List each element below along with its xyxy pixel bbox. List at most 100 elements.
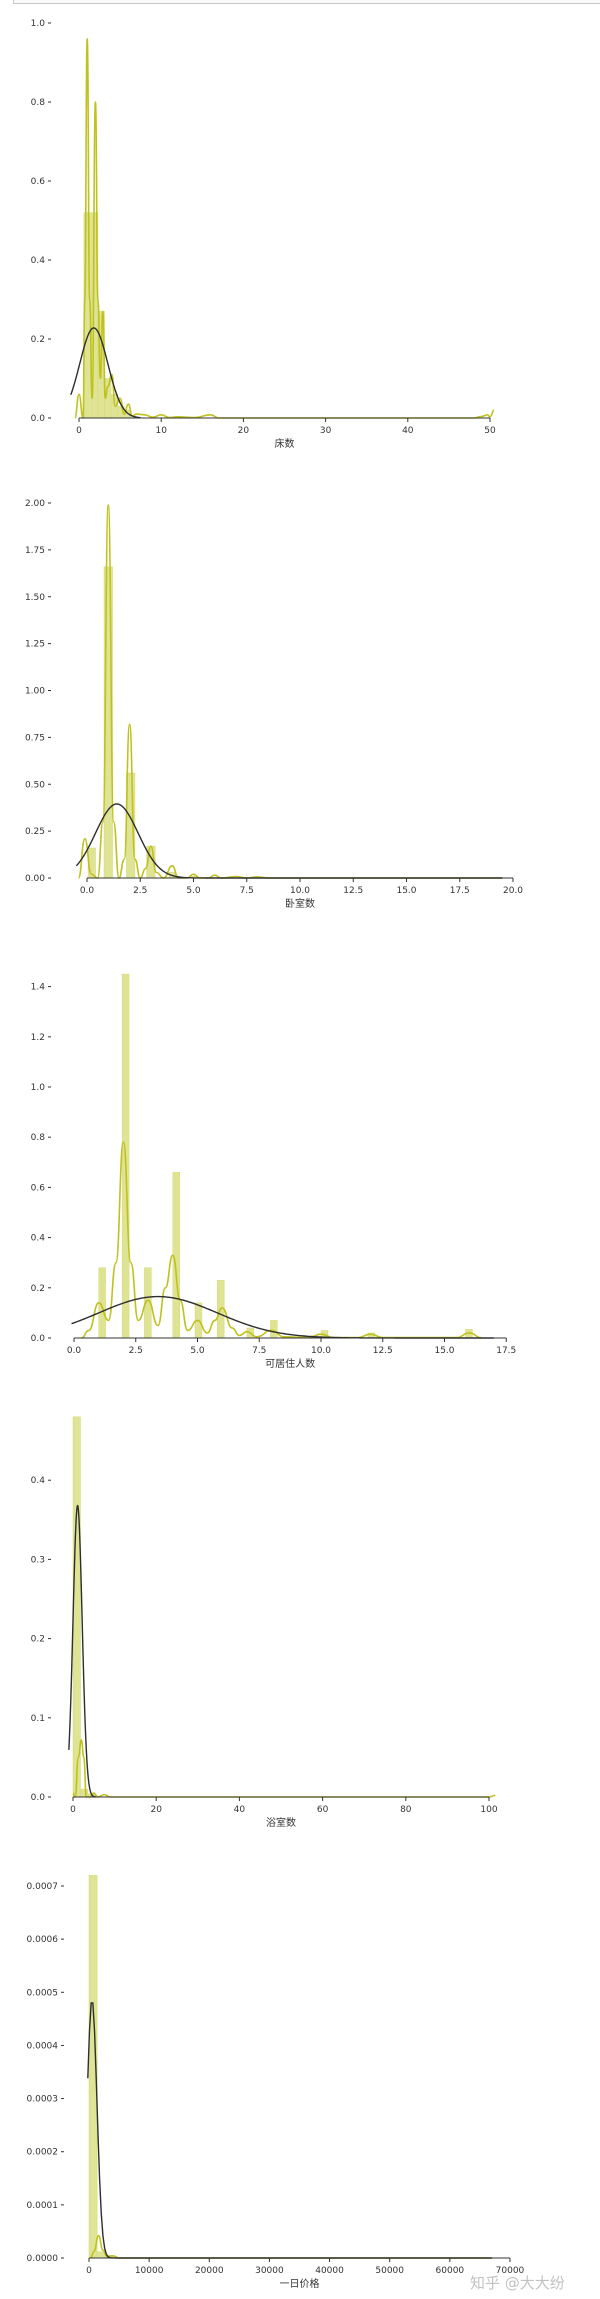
kde-curve — [77, 504, 503, 879]
x-axis: 0 10000 20000 30000 40000 50000 60000 70000 一日价格 — [86, 2257, 525, 2290]
y-tick-label: 0.8 — [31, 98, 46, 108]
x-axis-label: 一日价格 — [279, 2277, 319, 2290]
x-tick-label: 50 — [484, 426, 496, 436]
x-tick-label: 5.0 — [186, 886, 201, 896]
x-axis: 0.0 2.5 5.0 7.5 10.0 12.5 15.0 17.5 20.0 卧室数 — [80, 877, 523, 910]
y-tick-label: 0.6 — [31, 1183, 46, 1193]
x-tick-label: 10.0 — [290, 886, 310, 896]
x-tick-label: 70000 — [496, 2266, 525, 2276]
x-axis: 0 10 20 30 40 50 床数 — [76, 417, 496, 450]
y-tick-label: 0.0002 — [27, 2148, 59, 2158]
kde-curve — [72, 1739, 496, 1798]
histogram-bar — [72, 1416, 81, 1798]
y-axis: 0.0 0.1 0.2 0.3 0.4 — [31, 1476, 51, 1803]
chart-bedrooms: 0.0 2.5 5.0 7.5 10.0 12.5 15.0 17.5 20.0卧室数0.000… — [25, 499, 523, 910]
y-tick-label: 0.4 — [31, 256, 46, 266]
x-tick-label: 15.0 — [396, 886, 416, 896]
y-tick-label: 0.4 — [31, 1476, 46, 1486]
histogram-bars — [98, 973, 473, 1339]
x-tick-label: 7.5 — [240, 886, 254, 896]
x-tick-label: 0 — [76, 426, 82, 436]
x-tick-label: 10.0 — [311, 1346, 331, 1356]
y-tick-label: 0.00 — [25, 874, 45, 884]
x-tick-label: 12.5 — [343, 886, 363, 896]
notebook-cell-frame — [13, 0, 600, 4]
y-tick-label: 0.6 — [31, 177, 46, 187]
y-tick-label: 0.2 — [31, 335, 45, 345]
x-tick-label: 0 — [70, 1805, 76, 1815]
kde-curve — [90, 2234, 492, 2259]
x-tick-label: 60 — [317, 1805, 329, 1815]
y-tick-label: 0.0 — [31, 414, 46, 424]
x-tick-label: 20 — [238, 426, 250, 436]
x-tick-label: 50000 — [375, 2266, 404, 2276]
kde-curve — [81, 1141, 482, 1339]
normal-fit-curve — [87, 2002, 492, 2259]
chart-accommodates: 0.0 2.5 5.0 7.5 10.0 12.5 15.0 17.5可居住人数0.00.20… — [31, 973, 516, 1370]
y-tick-label: 0.0004 — [27, 2041, 59, 2051]
y-tick-label: 1.00 — [25, 687, 45, 697]
y-tick-label: 2.00 — [25, 499, 45, 509]
x-tick-label: 100 — [480, 1805, 497, 1815]
normal-fit-curve — [70, 327, 141, 419]
y-tick-label: 0.0 — [31, 1334, 46, 1344]
kde-curve — [74, 37, 495, 419]
x-tick-label: 30 — [320, 426, 332, 436]
x-axis-label: 卧室数 — [285, 897, 315, 910]
y-tick-label: 0.75 — [25, 733, 45, 743]
chart-bathrooms: 0 20 40 60 80 100 浴室数 0.0 0.1 0.2 0.3 0.4 — [31, 1416, 498, 1829]
y-tick-label: 1.25 — [25, 640, 45, 650]
chart-beds: 0 10 20 30 40 50 床数 0.0 0.2 0.4 0.6 0.8 1.0 — [31, 19, 496, 450]
y-tick-label: 1.2 — [31, 1033, 45, 1043]
x-axis: 0 20 40 60 80 100 浴室数 — [70, 1796, 498, 1829]
x-tick-label: 20 — [150, 1805, 162, 1815]
y-tick-label: 0.0000 — [27, 2254, 59, 2264]
x-tick-label: 2.5 — [133, 886, 147, 896]
x-tick-label: 40000 — [315, 2266, 344, 2276]
y-tick-label: 1.0 — [31, 1083, 46, 1093]
x-tick-label: 0 — [86, 2266, 92, 2276]
x-tick-label: 40 — [234, 1805, 246, 1815]
histogram-bar — [80, 1788, 89, 1798]
y-tick-label: 0.0001 — [27, 2201, 59, 2211]
y-tick-label: 1.4 — [31, 983, 46, 993]
x-tick-label: 40 — [402, 426, 414, 436]
x-tick-label: 60000 — [436, 2266, 465, 2276]
x-tick-label: 0.0 — [80, 886, 95, 896]
x-tick-label: 10 — [155, 426, 167, 436]
histogram-bars — [72, 1416, 96, 1798]
y-tick-label: 0.1 — [31, 1714, 45, 1724]
y-tick-label: 1.75 — [25, 546, 45, 556]
y-tick-label: 1.0 — [31, 19, 46, 29]
y-axis: 0.0000 0.0001 0.0002 0.0003 0.0004 0.0005 0.00… — [27, 1882, 64, 2264]
watermark-text: 知乎 @大大纷 — [470, 2274, 565, 2292]
chart-daily-price: 0 10000 20000 30000 40000 50000 60000 70000 一日价格… — [27, 1875, 525, 2290]
x-axis-label: 浴室数 — [266, 1816, 296, 1829]
normal-fit-curve — [75, 803, 503, 879]
y-tick-label: 0.4 — [31, 1234, 46, 1244]
y-tick-label: 0.0007 — [27, 1882, 59, 1892]
y-tick-label: 0.25 — [25, 827, 45, 837]
histogram-bar — [270, 1320, 278, 1339]
y-tick-label: 0.2 — [31, 1635, 45, 1645]
x-tick-label: 20000 — [195, 2266, 224, 2276]
y-tick-label: 0.8 — [31, 1133, 46, 1143]
x-tick-label: 12.5 — [373, 1346, 393, 1356]
x-tick-label: 30000 — [255, 2266, 284, 2276]
x-tick-label: 17.5 — [496, 1346, 516, 1356]
x-tick-label: 17.5 — [450, 886, 470, 896]
x-tick-label: 2.5 — [129, 1346, 143, 1356]
x-axis-label: 床数 — [275, 437, 295, 450]
y-tick-label: 0.0006 — [27, 1935, 59, 1945]
x-tick-label: 80 — [400, 1805, 412, 1815]
x-tick-label: 7.5 — [252, 1346, 266, 1356]
x-tick-label: 15.0 — [434, 1346, 454, 1356]
y-axis: 0.0 0.2 0.4 0.6 0.8 1.0 — [31, 19, 51, 424]
x-axis: 0.0 2.5 5.0 7.5 10.0 12.5 15.0 17.5 可居住人数 — [67, 1337, 516, 1370]
y-axis: 0.00 0.25 0.50 0.75 1.00 1.25 1.50 1.75 2.00 — [25, 499, 51, 884]
x-axis-label: 可居住人数 — [265, 1357, 315, 1370]
y-tick-label: 0.0005 — [27, 1988, 59, 1998]
x-tick-label: 5.0 — [190, 1346, 205, 1356]
y-tick-label: 0.0003 — [27, 2095, 59, 2105]
